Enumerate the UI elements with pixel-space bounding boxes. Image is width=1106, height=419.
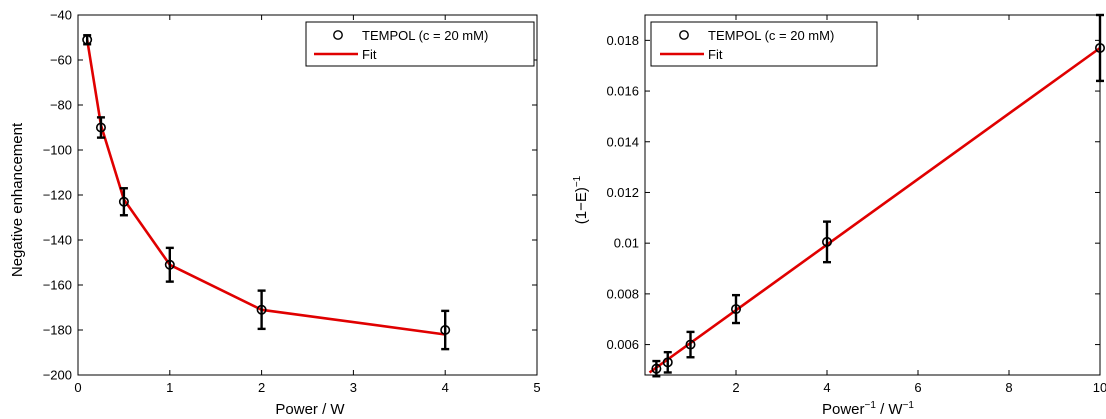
data-point — [685, 339, 696, 350]
legend-box-left — [305, 21, 535, 67]
legend-label-data-left: TEMPOL (c = 20 mM) — [362, 28, 488, 43]
y-tick-label: 0.018 — [606, 33, 639, 48]
data-point — [651, 363, 662, 374]
chart-power: 0 1 2 3 4 5−200−180−160−140−120−100−80−60−40 … — [9, 8, 541, 419]
legend-label-fit-left: Fit — [362, 47, 377, 62]
y-axis-label-right: (1−E)−1 — [572, 175, 590, 224]
data-point — [95, 122, 106, 133]
x-axis-label-right: Power−1 / W−1 — [822, 400, 914, 418]
fit-line — [648, 46, 1101, 374]
y-tick-label: −100 — [43, 143, 72, 158]
legend-box-right — [650, 21, 878, 67]
data-point — [118, 196, 129, 207]
x-tick-label: 4 — [442, 380, 449, 395]
data-point — [440, 324, 451, 335]
x-tick-label: 5 — [533, 380, 540, 395]
x-tick-label: 2 — [258, 380, 265, 395]
y-tick-label: 0.016 — [606, 84, 639, 99]
data-point — [82, 34, 93, 45]
y-tick-label: −40 — [50, 8, 72, 23]
y-tick-label: 0.01 — [614, 236, 639, 251]
x-tick-label: 2 — [732, 380, 739, 395]
x-tick-label: 8 — [1005, 380, 1012, 395]
data-point — [821, 236, 832, 247]
x-tick-label: 10 — [1093, 380, 1106, 395]
y-tick-label: −60 — [50, 53, 72, 68]
x-tick-label: 6 — [914, 380, 921, 395]
data-point — [730, 304, 741, 315]
fit-line — [85, 39, 446, 336]
legend-marker-left — [333, 30, 343, 40]
y-tick-label: 0.014 — [606, 134, 639, 149]
y-tick-label: −80 — [50, 98, 72, 113]
data-point — [256, 304, 267, 315]
x-tick-label: 3 — [350, 380, 357, 395]
legend-label-data-right: TEMPOL (c = 20 mM) — [708, 28, 834, 43]
y-tick-label: 0.008 — [606, 286, 639, 301]
y-tick-label: −120 — [43, 188, 72, 203]
x-axis-label-left: Power / W — [275, 401, 345, 418]
y-tick-label: −140 — [43, 233, 72, 248]
legend-right: TEMPOL (c = 20 mM) Fit — [650, 21, 878, 67]
data-point — [164, 259, 175, 270]
x-tick-label: 4 — [823, 380, 830, 395]
y-axis-label-left: Negative enhancement — [9, 122, 26, 277]
y-tick-label: −160 — [43, 278, 72, 293]
plot-area-right: 2 4 6 8 10 0.006 0.008 0.01 0.012 0.014 0.016 0.018 — [606, 13, 1106, 395]
x-tick-label: 1 — [166, 380, 173, 395]
legend-left: TEMPOL (c = 20 mM) Fit — [305, 21, 535, 67]
chart-inverse-power: 2 4 6 8 10 0.006 0.008 0.01 0.012 0.014 0.016 0.018… — [572, 13, 1106, 418]
y-tick-label: 0.012 — [606, 185, 639, 200]
y-tick-label: 0.006 — [606, 337, 639, 352]
y-tick-label: −180 — [43, 323, 72, 338]
y-tick-label: −200 — [43, 368, 72, 383]
data-point — [1095, 42, 1106, 53]
legend-label-fit-right: Fit — [708, 47, 723, 62]
axes-frame — [644, 14, 1101, 376]
x-tick-label: 0 — [74, 380, 81, 395]
legend-marker-right — [679, 30, 689, 40]
plot-area-left: 0 1 2 3 4 5 −200 −180 −160 −140 −120 −100 −80 −60 −40 — [43, 8, 541, 396]
data-point — [662, 357, 673, 368]
